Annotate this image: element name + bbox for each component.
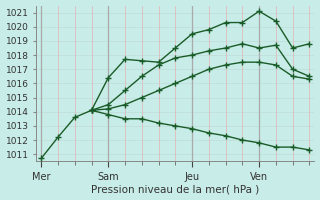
- X-axis label: Pression niveau de la mer( hPa ): Pression niveau de la mer( hPa ): [91, 184, 260, 194]
